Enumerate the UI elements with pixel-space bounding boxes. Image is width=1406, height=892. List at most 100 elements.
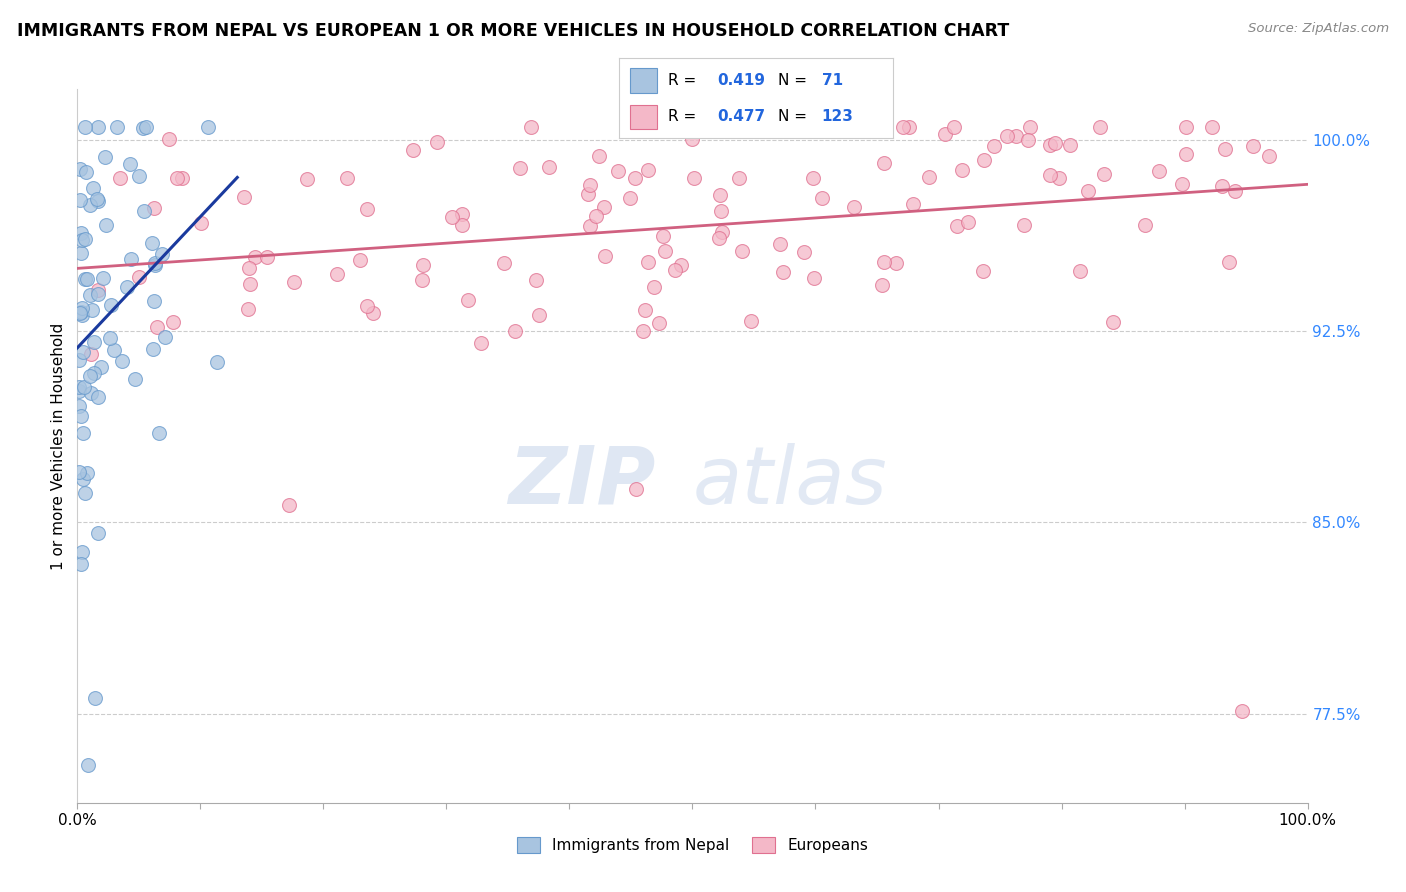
Point xyxy=(769,236,792,251)
Point xyxy=(111,354,134,368)
Point xyxy=(243,250,266,264)
Point xyxy=(82,181,104,195)
Point xyxy=(470,336,492,351)
Point xyxy=(1211,179,1233,194)
Point xyxy=(537,161,560,175)
Point xyxy=(579,178,602,192)
Point xyxy=(91,270,114,285)
Point xyxy=(588,149,610,163)
Point xyxy=(128,169,150,184)
Point xyxy=(592,200,614,214)
Point xyxy=(811,191,834,205)
Point xyxy=(100,297,122,311)
Text: 71: 71 xyxy=(821,73,842,88)
Point xyxy=(143,258,166,272)
Point xyxy=(67,353,90,368)
Point xyxy=(451,207,474,221)
Text: R =: R = xyxy=(668,73,702,88)
Point xyxy=(75,272,97,286)
Point xyxy=(901,196,924,211)
Point xyxy=(120,252,142,266)
Point xyxy=(100,331,122,345)
Point xyxy=(83,335,105,350)
Point xyxy=(143,293,166,308)
Point xyxy=(973,153,995,168)
Point xyxy=(145,319,167,334)
Point xyxy=(503,324,526,338)
Point xyxy=(87,283,110,297)
Point xyxy=(492,256,515,270)
Point xyxy=(72,545,94,559)
Point xyxy=(80,347,103,361)
Point xyxy=(946,219,969,234)
Point xyxy=(873,255,896,269)
Point xyxy=(128,269,150,284)
Point xyxy=(150,247,173,261)
Point xyxy=(239,277,262,292)
Point xyxy=(1069,263,1091,277)
FancyBboxPatch shape xyxy=(630,69,657,93)
Point xyxy=(83,691,105,706)
Point xyxy=(80,386,103,401)
Point xyxy=(1088,120,1111,135)
Point xyxy=(1213,142,1236,156)
Point xyxy=(793,245,815,260)
Point xyxy=(75,486,97,500)
Point xyxy=(115,280,138,294)
Point xyxy=(96,218,118,232)
Point xyxy=(86,193,108,207)
Point xyxy=(67,384,90,399)
Point xyxy=(1019,120,1042,135)
Text: Source: ZipAtlas.com: Source: ZipAtlas.com xyxy=(1249,22,1389,36)
Point xyxy=(162,315,184,329)
Point xyxy=(1223,184,1246,198)
Point xyxy=(681,132,703,146)
Point xyxy=(1101,315,1123,329)
Point xyxy=(93,150,115,164)
Point xyxy=(411,273,433,287)
Point xyxy=(142,342,165,356)
Point xyxy=(87,391,110,405)
Point xyxy=(238,261,260,276)
Point xyxy=(1174,120,1197,135)
Point xyxy=(631,324,654,338)
Point xyxy=(1059,138,1081,153)
Point xyxy=(728,171,751,186)
Point xyxy=(595,249,617,263)
Point xyxy=(120,157,142,171)
Point xyxy=(79,198,101,212)
Point xyxy=(710,226,733,240)
Point xyxy=(103,343,125,358)
Point xyxy=(918,169,941,184)
Point xyxy=(86,287,108,301)
Point xyxy=(153,329,176,343)
Point xyxy=(70,558,93,572)
Point xyxy=(67,380,90,394)
Point xyxy=(934,127,956,141)
Point xyxy=(207,355,229,369)
Text: atlas: atlas xyxy=(693,442,887,521)
Point xyxy=(69,161,91,176)
Point xyxy=(648,316,671,330)
Point xyxy=(256,251,278,265)
Point xyxy=(75,164,97,178)
Point xyxy=(73,380,96,394)
Point xyxy=(1039,168,1062,182)
Point xyxy=(72,472,94,486)
Point xyxy=(983,139,1005,153)
Point xyxy=(995,128,1018,143)
Point xyxy=(624,483,647,497)
Point xyxy=(1135,218,1157,232)
Point xyxy=(67,465,90,479)
Legend: Immigrants from Nepal, Europeans: Immigrants from Nepal, Europeans xyxy=(510,831,875,859)
Point xyxy=(844,200,866,214)
Point xyxy=(682,171,704,186)
Point xyxy=(607,164,630,178)
Point xyxy=(170,171,193,186)
Point xyxy=(124,371,146,385)
Point xyxy=(70,308,93,322)
Point xyxy=(283,275,305,289)
FancyBboxPatch shape xyxy=(630,104,657,128)
Point xyxy=(643,280,665,294)
Point xyxy=(76,272,98,286)
